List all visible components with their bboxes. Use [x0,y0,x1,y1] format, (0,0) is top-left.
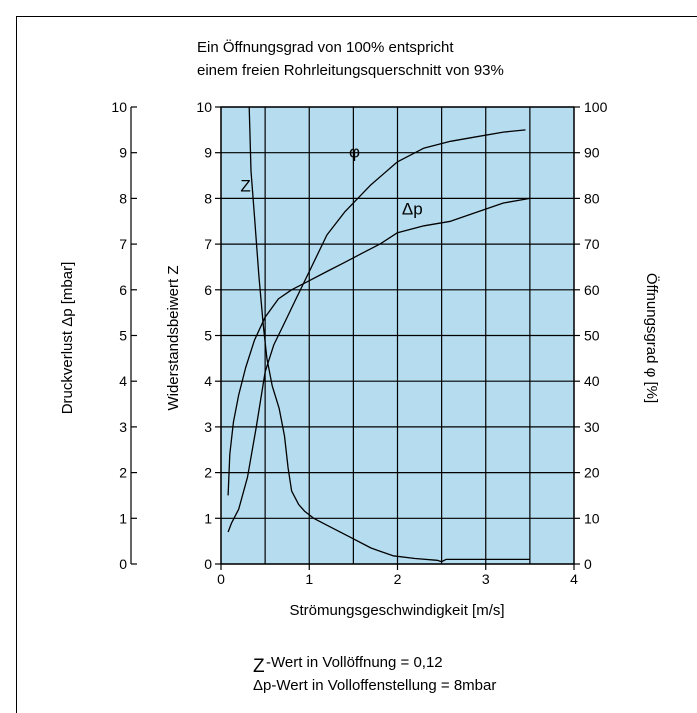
tick-labels: 0 01 12 23 34 45 56 67 78 89 910 100102030405060708… [111,99,607,587]
y-tick-label-left-inner: 8 [204,190,212,206]
y-tick-label-right: 30 [584,419,600,435]
y-tick-label-left-inner: 10 [196,99,212,115]
x-axis-label: Strömungsgeschwindigkeit [m/s] [289,602,504,619]
y-tick-label-left-outer: 4 [119,373,127,389]
axes [130,106,580,570]
y-tick-label-right: 20 [584,465,600,481]
series-line-delta-p [227,197,531,496]
y-tick-label-left-outer: 5 [119,328,127,344]
x-tick-label: 3 [482,571,490,587]
x-tick-label: 1 [305,571,313,587]
y-tick-label-right: 50 [584,328,600,344]
note-line-2: Δp-Wert in Volloffenstellung = 8mbar [253,677,496,694]
y-tick-label-left-inner: 1 [204,510,212,526]
chart-title-line-1: Ein Öffnungsgrad von 100% entspricht [197,38,454,56]
y-tick-label-left-outer: 7 [119,236,127,252]
series-line-z [248,106,530,563]
y-tick-label-left-outer: 1 [119,510,127,526]
y-tick-label-left-inner: 7 [204,236,212,252]
y-axis-label-left-outer: Druckverlust Δp [mbar] [59,262,76,415]
y-tick-label-right: 10 [584,510,600,526]
y-tick-label-left-outer: 6 [119,282,127,298]
figure-frame [16,16,697,713]
y-tick-label-left-outer: 10 [111,99,127,115]
note-line-1: -Wert in Vollöffnung = 0,12 [266,654,443,671]
y-tick-label-right: 70 [584,236,600,252]
y-tick-label-left-inner: 2 [204,465,212,481]
y-tick-label-left-outer: 0 [119,556,127,572]
y-tick-label-left-inner: 9 [204,145,212,161]
y-tick-label-left-outer: 3 [119,419,127,435]
curve-label-phi: φ [349,142,360,161]
curve-label-delta-p: Δp [402,199,423,218]
y-tick-label-right: 0 [584,556,592,572]
y-axis-label-right: Öffnungsgrad φ [%] [643,273,661,403]
curve-label-z: Z [240,177,250,196]
y-tick-label-left-inner: 4 [204,373,212,389]
y-tick-label-right: 100 [584,99,608,115]
chart-title-line-2: einem freien Rohrleitungsquerschnitt von… [197,62,504,79]
grid-lines [220,106,575,565]
curve-labels: Zφ Δp [240,142,422,218]
y-tick-label-left-inner: 0 [204,556,212,572]
y-tick-label-right: 40 [584,373,600,389]
x-tick-label: 0 [217,571,225,587]
x-tick-label: 2 [394,571,402,587]
y-tick-label-left-inner: 6 [204,282,212,298]
note-z-symbol: Z [253,656,265,677]
y-tick-label-left-inner: 5 [204,328,212,344]
series-line-phi [227,129,526,533]
x-tick-label: 4 [570,571,578,587]
y-tick-label-right: 90 [584,145,600,161]
y-tick-label-left-outer: 2 [119,465,127,481]
y-tick-label-right: 80 [584,190,600,206]
y-tick-label-left-inner: 3 [204,419,212,435]
series-curves [227,106,531,563]
y-tick-label-left-outer: 8 [119,190,127,206]
y-tick-label-left-outer: 9 [119,145,127,161]
y-axis-label-left-inner: Widerstandsbeiwert Z [165,265,182,410]
y-tick-label-right: 60 [584,282,600,298]
